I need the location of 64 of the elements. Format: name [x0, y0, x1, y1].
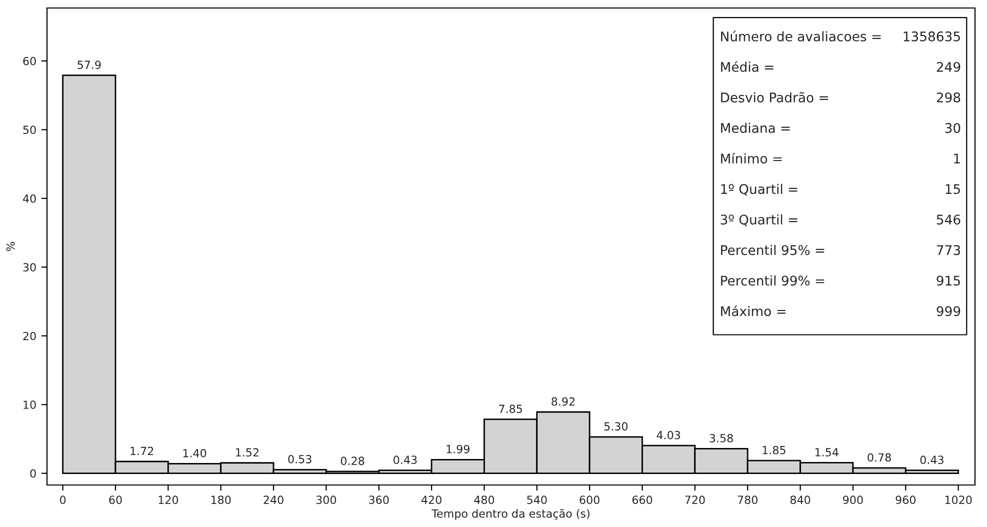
x-tick-label: 720	[685, 496, 705, 504]
data-label: 7.85	[499, 404, 522, 414]
annotation: 298	[936, 92, 960, 102]
annotation: 915	[936, 276, 960, 286]
data-label: 1.52	[236, 448, 258, 457]
annotation: 1358635	[904, 31, 960, 42]
annotation: Mediana =	[721, 122, 790, 133]
y-tick-label: 20	[23, 332, 36, 340]
annotation: 1º Quartil =	[721, 184, 798, 196]
y-tick-label: 0	[30, 469, 36, 478]
x-tick-label: 420	[421, 496, 442, 504]
x-tick-label: 1020	[945, 496, 972, 504]
annotation: 1	[954, 154, 960, 164]
data-label: 0.28	[340, 456, 364, 466]
annotation: Desvio Padrão =	[721, 92, 828, 102]
y-tick-label: 30	[23, 263, 36, 272]
annotation: Média =	[721, 61, 774, 72]
x-tick-label: 960	[896, 496, 916, 504]
data-label: 1.72	[130, 446, 154, 456]
x-tick-label: 300	[316, 496, 336, 504]
annotation: Percentil 99% =	[721, 275, 824, 286]
x-tick-label: 0	[60, 496, 66, 504]
x-tick-label: 240	[264, 496, 284, 504]
x-tick-label: 480	[474, 496, 494, 504]
annotation: Mínimo =	[721, 152, 782, 164]
annotation: 546	[936, 214, 960, 225]
annotation: 999	[936, 306, 960, 316]
data-label: 1.40	[183, 448, 206, 458]
x-tick-label: 60	[109, 496, 122, 504]
x-tick-label: 840	[790, 496, 810, 504]
y-tick-label: 50	[23, 126, 36, 134]
x-tick-label: 600	[580, 496, 600, 504]
data-label: 57.9	[78, 60, 101, 70]
data-label: 0.43	[394, 456, 417, 464]
annotation: 3º Quartil =	[720, 214, 798, 226]
x-tick-label: 360	[369, 496, 389, 504]
data-label: 1.54	[815, 448, 838, 456]
annotation: 773	[936, 245, 960, 256]
x-tick-label: 180	[211, 496, 231, 504]
annotation: 15	[946, 184, 960, 194]
data-label: 0.78	[868, 453, 891, 462]
data-label: 8.92	[552, 397, 574, 406]
x-tick-label: 120	[158, 496, 178, 504]
data-label: 1.85	[762, 446, 786, 454]
data-label: 4.03	[656, 430, 680, 440]
annotation: 249	[936, 62, 960, 72]
y-tick-label: 60	[23, 56, 36, 66]
data-label: 0.43	[920, 456, 944, 464]
data-label: 0.53	[288, 454, 312, 464]
annotation: 30	[945, 123, 960, 133]
annotation: Máximo =	[721, 305, 786, 316]
data-label: 1.99	[446, 444, 470, 454]
x-tick-label: 540	[527, 496, 547, 504]
data-label: 3.58	[710, 434, 733, 442]
x-axis-title: Tempo dentro da estação (s)	[432, 508, 590, 520]
y-axis-title: %	[6, 242, 15, 252]
x-tick-label: 660	[632, 496, 652, 504]
y-tick-label: 40	[22, 194, 36, 203]
y-tick-label: 10	[24, 400, 36, 409]
data-label: 5.30	[604, 422, 628, 431]
x-tick-label: 780	[738, 496, 758, 504]
x-tick-label: 900	[843, 496, 863, 504]
annotation: Número de avaliacoes =	[721, 30, 881, 42]
annotation: Percentil 95% =	[721, 244, 824, 256]
